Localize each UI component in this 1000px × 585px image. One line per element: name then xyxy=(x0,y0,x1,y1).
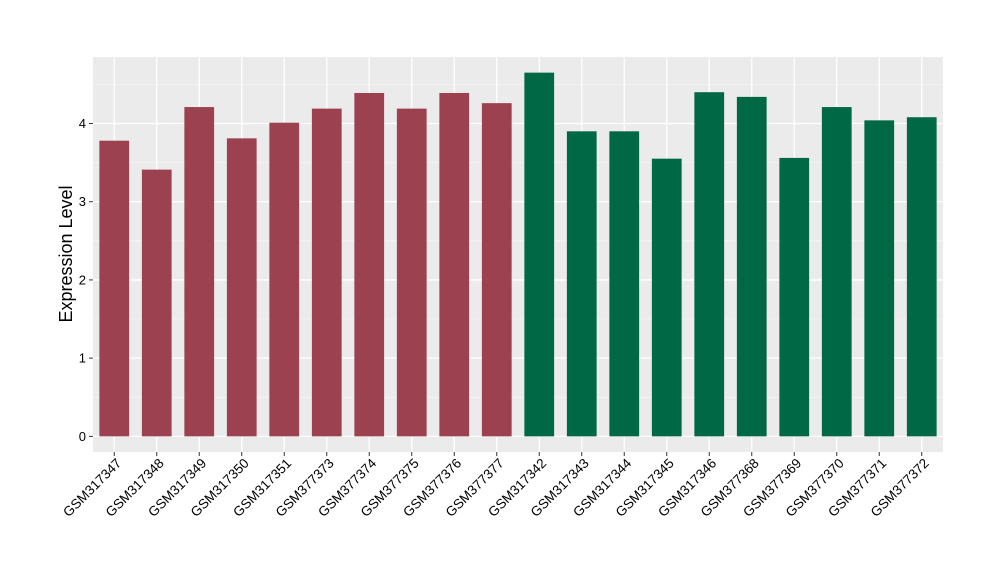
bar-GSM377368 xyxy=(736,96,767,437)
bar-GSM377375 xyxy=(396,108,427,437)
bar-GSM317346 xyxy=(694,92,725,437)
bar-GSM377369 xyxy=(779,157,810,437)
bar-GSM377370 xyxy=(821,107,852,437)
bar-GSM377372 xyxy=(906,117,937,437)
bar-GSM317348 xyxy=(141,169,172,437)
y-tick-label: 3 xyxy=(79,194,86,209)
y-tick-label: 4 xyxy=(79,116,86,131)
bar-GSM377373 xyxy=(311,108,342,437)
panel-background xyxy=(93,57,943,452)
bar-GSM317343 xyxy=(566,131,597,437)
y-tick-label: 2 xyxy=(79,272,86,287)
x-axis: GSM317347GSM317348GSM317349GSM317350GSM3… xyxy=(60,452,932,520)
bar-GSM317347 xyxy=(99,140,130,437)
bar-GSM377377 xyxy=(481,103,512,437)
y-tick-label: 0 xyxy=(79,429,86,444)
bar-GSM317349 xyxy=(184,107,215,437)
y-tick-label: 1 xyxy=(79,351,86,366)
bar-GSM317345 xyxy=(651,158,682,437)
bar-GSM377371 xyxy=(864,120,895,437)
bar-GSM317351 xyxy=(269,122,300,437)
y-axis: 0 1 2 3 4 xyxy=(79,116,93,444)
bar-GSM317350 xyxy=(226,138,257,437)
bars-group xyxy=(99,72,937,437)
bar-GSM317342 xyxy=(524,72,555,437)
bar-GSM317344 xyxy=(609,131,640,437)
bar-GSM377374 xyxy=(354,92,385,437)
bar-GSM377376 xyxy=(439,92,470,437)
y-axis-title: Expression Level xyxy=(56,185,76,322)
